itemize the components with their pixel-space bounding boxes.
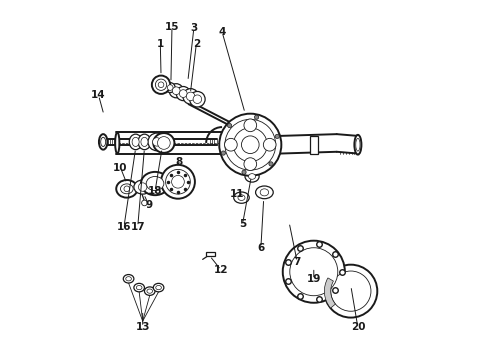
Ellipse shape [136, 285, 142, 290]
Circle shape [224, 138, 237, 151]
Ellipse shape [356, 138, 360, 151]
Ellipse shape [234, 192, 249, 203]
Ellipse shape [116, 180, 137, 198]
Circle shape [142, 200, 147, 206]
Text: 17: 17 [130, 221, 145, 231]
Ellipse shape [126, 277, 131, 281]
Ellipse shape [158, 82, 164, 87]
Text: 4: 4 [219, 27, 226, 37]
Ellipse shape [147, 289, 152, 293]
Text: 10: 10 [113, 163, 128, 173]
Ellipse shape [115, 132, 120, 154]
Circle shape [290, 248, 338, 296]
Ellipse shape [248, 174, 256, 179]
Ellipse shape [101, 137, 106, 147]
Bar [310, 136, 318, 154]
Wedge shape [324, 278, 336, 308]
Circle shape [233, 128, 267, 162]
Circle shape [283, 241, 345, 303]
Circle shape [244, 158, 257, 171]
Circle shape [269, 162, 273, 166]
Ellipse shape [168, 85, 173, 90]
Circle shape [324, 265, 377, 318]
Ellipse shape [183, 89, 198, 104]
Text: 15: 15 [165, 22, 179, 32]
Text: 5: 5 [239, 219, 246, 229]
Ellipse shape [156, 285, 161, 290]
Circle shape [263, 138, 276, 151]
Ellipse shape [166, 170, 190, 194]
Ellipse shape [148, 133, 166, 151]
Ellipse shape [124, 186, 130, 192]
Ellipse shape [193, 95, 202, 103]
Ellipse shape [141, 172, 169, 195]
Ellipse shape [161, 165, 195, 199]
Circle shape [219, 114, 281, 176]
Circle shape [331, 271, 371, 311]
Ellipse shape [153, 133, 174, 153]
Ellipse shape [138, 134, 151, 150]
Text: 2: 2 [193, 39, 200, 49]
Ellipse shape [260, 189, 269, 196]
Text: 7: 7 [294, 257, 301, 267]
Circle shape [244, 119, 257, 132]
Text: 3: 3 [190, 23, 197, 33]
Text: 11: 11 [230, 189, 245, 199]
Text: 20: 20 [351, 323, 365, 333]
Ellipse shape [146, 176, 164, 190]
Ellipse shape [152, 138, 161, 146]
Text: 18: 18 [148, 186, 162, 196]
Ellipse shape [134, 283, 145, 292]
Circle shape [242, 136, 259, 153]
Text: 8: 8 [175, 157, 183, 167]
Ellipse shape [129, 134, 142, 150]
Ellipse shape [186, 92, 195, 101]
Ellipse shape [132, 137, 139, 147]
Circle shape [227, 123, 232, 128]
Ellipse shape [245, 171, 259, 182]
Ellipse shape [121, 184, 133, 194]
Ellipse shape [190, 91, 205, 107]
Text: 16: 16 [117, 221, 131, 231]
Ellipse shape [145, 287, 155, 295]
Ellipse shape [172, 87, 180, 95]
Ellipse shape [139, 183, 147, 191]
Ellipse shape [169, 84, 183, 98]
Ellipse shape [238, 195, 245, 201]
Circle shape [275, 134, 279, 139]
Ellipse shape [155, 79, 167, 90]
Ellipse shape [99, 134, 107, 150]
Circle shape [225, 119, 276, 170]
Ellipse shape [179, 90, 187, 98]
Ellipse shape [165, 83, 175, 93]
Ellipse shape [152, 76, 170, 94]
Ellipse shape [134, 180, 151, 194]
Ellipse shape [157, 136, 170, 149]
Circle shape [221, 151, 225, 155]
Text: 9: 9 [146, 201, 152, 210]
Text: 13: 13 [135, 322, 150, 332]
Text: 14: 14 [91, 90, 106, 100]
Ellipse shape [256, 186, 273, 199]
Ellipse shape [123, 275, 134, 283]
Circle shape [254, 115, 259, 119]
Circle shape [242, 170, 246, 174]
Ellipse shape [172, 175, 184, 188]
Text: 1: 1 [157, 39, 164, 49]
Ellipse shape [141, 137, 148, 147]
Ellipse shape [176, 86, 190, 100]
Text: 6: 6 [257, 243, 265, 253]
Ellipse shape [354, 135, 362, 154]
Text: 19: 19 [307, 274, 321, 284]
Bar [206, 252, 215, 256]
Ellipse shape [153, 283, 164, 292]
Text: 12: 12 [214, 265, 228, 275]
